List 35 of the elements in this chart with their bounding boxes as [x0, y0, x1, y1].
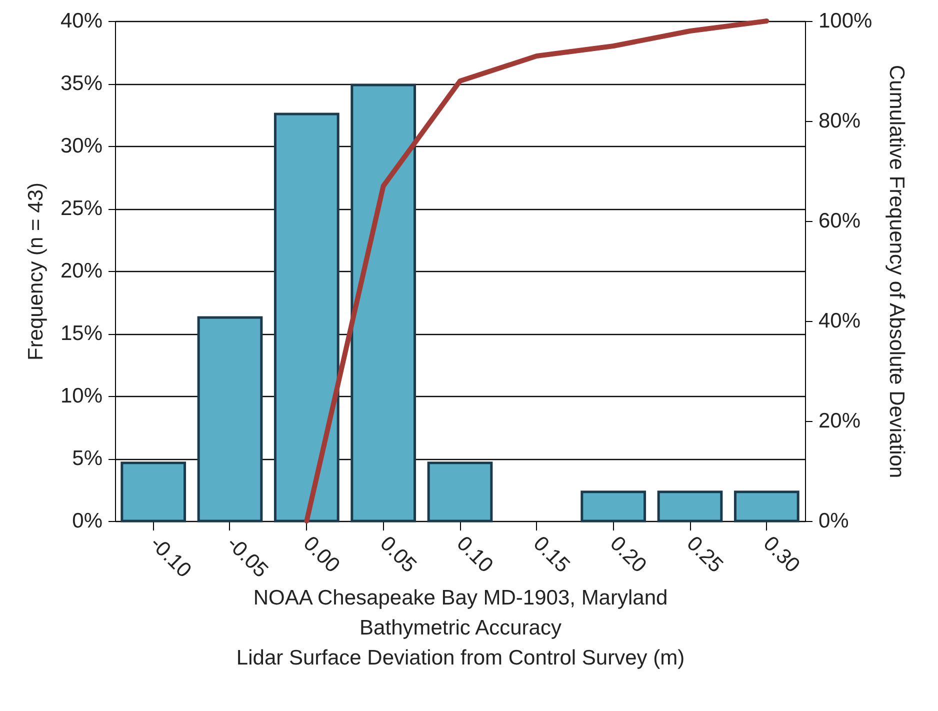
x-tick-label: -0.10: [146, 532, 196, 582]
x-tick-label: -0.05: [222, 532, 272, 582]
x-tick-label: 0.00: [298, 532, 344, 578]
y-tick-label: 25%: [60, 197, 102, 220]
y-tick-label: 5%: [72, 447, 102, 470]
y2-tick-label: 60%: [818, 210, 861, 232]
bar: [734, 490, 800, 522]
bar: [197, 316, 263, 522]
y-tick-label: 35%: [60, 72, 102, 95]
x-tick-label: 0.05: [376, 532, 421, 578]
y-axis-title: Frequency (n = 43): [24, 182, 48, 361]
bar: [120, 462, 186, 522]
y-tick-label: 10%: [60, 384, 102, 408]
y2-tick-label: 40%: [818, 310, 861, 332]
y2-tick-label: 0%: [818, 510, 849, 532]
y2-tick-label: 80%: [818, 110, 861, 132]
bar: [580, 490, 646, 522]
x-tick-label: 0.10: [452, 532, 498, 578]
y-tick-label: 40%: [60, 10, 102, 32]
x-tick-label: 0.20: [606, 532, 651, 578]
x-axis-title: NOAA Chesapeake Bay MD-1903, Maryland Bathymetric Accuracy Lidar Surface Deviation from Control Survey (m): [236, 586, 685, 670]
y-tick-label: 15%: [60, 322, 102, 345]
bar: [427, 462, 493, 522]
y-tick-label: 20%: [60, 260, 102, 282]
y-tick-label: 0%: [72, 510, 102, 532]
x-tick-label: 0.15: [528, 532, 574, 578]
bar: [274, 112, 340, 522]
y2-tick-label: 20%: [818, 410, 861, 432]
y2-axis-title: Cumulative Frequency of Absolute Deviation: [885, 64, 908, 478]
bar: [350, 84, 416, 522]
y-tick-label: 30%: [60, 134, 102, 158]
x-tick-label: 0.25: [682, 532, 728, 578]
x-tick-label: 0.30: [758, 532, 804, 578]
y2-tick-label: 100%: [818, 10, 872, 32]
bar: [657, 490, 723, 522]
